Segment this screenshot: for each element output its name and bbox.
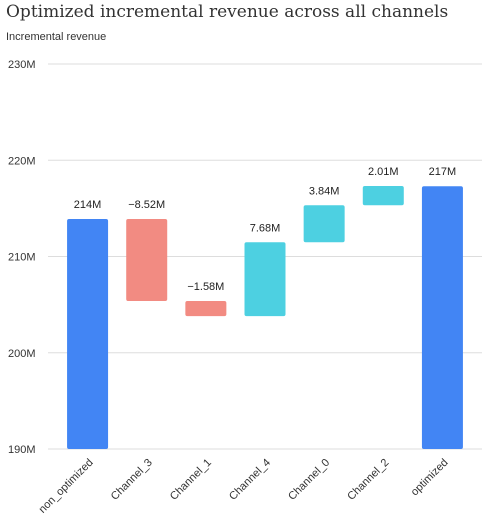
bar-non-optimized (67, 218, 109, 449)
x-tick-label: Channel_4 (227, 457, 273, 503)
data-label: 2.01M (368, 166, 399, 178)
x-tick-label: Channel_0 (286, 457, 332, 503)
y-axis-title: Incremental revenue (6, 31, 107, 43)
data-label: −1.58M (187, 281, 224, 293)
data-labels: 214M −8.52M −1.58M 7.68M 3.84M 2.01M 217M (74, 166, 456, 293)
x-tick-label: Channel_2 (345, 457, 391, 503)
x-tick-labels: non_optimized Channel_3 Channel_1 Channel_4… (37, 457, 451, 516)
x-tick-label: Channel_3 (109, 457, 155, 503)
bar-channel-4 (244, 242, 286, 317)
y-tick-label: 220M (8, 155, 36, 167)
bar-channel-2 (362, 185, 404, 206)
data-label: 217M (429, 166, 457, 178)
data-label: −8.52M (128, 199, 165, 211)
x-tick-label: optimized (409, 457, 451, 499)
x-tick-label: non_optimized (37, 457, 96, 516)
bar-channel-0 (303, 205, 345, 243)
y-tick-label: 230M (8, 59, 36, 71)
y-tick-labels: 190M 200M 210M 220M 230M (8, 59, 36, 456)
bars (67, 185, 463, 450)
x-tick-label: Channel_1 (168, 457, 214, 503)
y-tick-label: 190M (8, 444, 36, 456)
y-tick-label: 210M (8, 252, 36, 264)
data-label: 214M (74, 199, 102, 211)
chart-title: Optimized incremental revenue across all… (6, 2, 449, 22)
y-tick-label: 200M (8, 348, 36, 360)
bar-channel-1 (185, 300, 227, 317)
data-label: 3.84M (309, 185, 340, 197)
data-label: 7.68M (250, 222, 281, 234)
bar-optimized (421, 186, 463, 450)
bar-channel-3 (126, 218, 168, 301)
